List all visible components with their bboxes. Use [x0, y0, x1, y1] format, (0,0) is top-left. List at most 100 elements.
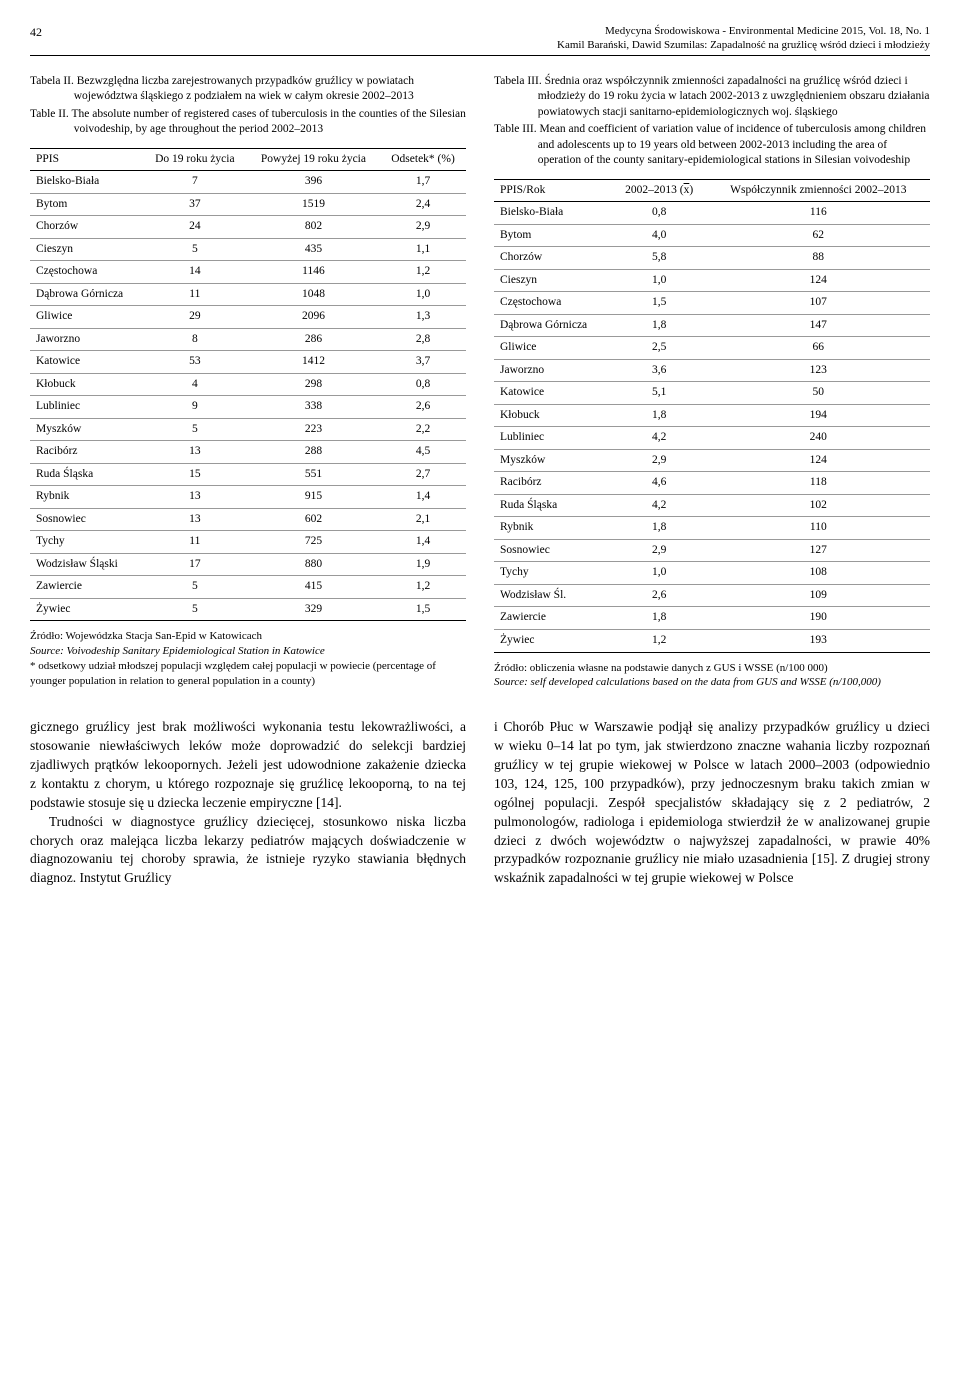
table-cell: 116 [707, 202, 930, 225]
table-cell: 1,8 [612, 314, 707, 337]
table-cell: 880 [247, 553, 380, 576]
table-cell: Gliwice [494, 337, 612, 360]
table-cell: Zawiercie [494, 607, 612, 630]
table-cell: 1048 [247, 283, 380, 306]
table-cell: Lubliniec [30, 396, 143, 419]
table-row: Racibórz4,6118 [494, 472, 930, 495]
table-cell: 2,9 [612, 539, 707, 562]
table-cell: 4,2 [612, 427, 707, 450]
table-row: Częstochowa1411461,2 [30, 261, 466, 284]
table-row: Jaworzno3,6123 [494, 359, 930, 382]
table-cell: 13 [143, 441, 247, 464]
table2-footnote: * odsetkowy udział młodszej populacji wz… [30, 659, 466, 689]
table-cell: 0,8 [380, 373, 466, 396]
table-cell: 4,2 [612, 494, 707, 517]
table-cell: 37 [143, 193, 247, 216]
table-cell: 8 [143, 328, 247, 351]
table2-source-en: Source: Voivodeship Sanitary Epidemiolog… [30, 644, 466, 659]
table-cell: 4,6 [612, 472, 707, 495]
table-row: Rybnik1,8110 [494, 517, 930, 540]
table-cell: 5 [143, 418, 247, 441]
table-cell: Dąbrowa Górnicza [30, 283, 143, 306]
table-row: Zawiercie1,8190 [494, 607, 930, 630]
table-cell: 118 [707, 472, 930, 495]
table-cell: Wodzisław Śl. [494, 584, 612, 607]
table-row: Myszków2,9124 [494, 449, 930, 472]
table-cell: 602 [247, 508, 380, 531]
table-cell: 1,7 [380, 171, 466, 194]
table-cell: Bielsko-Biała [30, 171, 143, 194]
table-cell: Tychy [30, 531, 143, 554]
body-right: i Chorób Płuc w Warszawie podjął się ana… [494, 718, 930, 888]
table-cell: 1,9 [380, 553, 466, 576]
table-cell: 288 [247, 441, 380, 464]
right-column: Tabela III. Średnia oraz współczynnik zm… [494, 74, 930, 691]
body-left-p1: gicznego gruźlicy jest brak możliwości w… [30, 718, 466, 812]
table-row: Wodzisław Śl.2,6109 [494, 584, 930, 607]
table-cell: Częstochowa [494, 292, 612, 315]
table-cell: Racibórz [494, 472, 612, 495]
table-cell: 1,5 [380, 598, 466, 621]
table-row: Katowice5314123,7 [30, 351, 466, 374]
table-cell: Cieszyn [30, 238, 143, 261]
table-cell: Wodzisław Śląski [30, 553, 143, 576]
table-row: Bytom4,062 [494, 224, 930, 247]
table-cell: 329 [247, 598, 380, 621]
table-cell: Rybnik [494, 517, 612, 540]
table-cell: Zawiercie [30, 576, 143, 599]
table-cell: Bytom [30, 193, 143, 216]
table-cell: Sosnowiec [494, 539, 612, 562]
table-cell: 223 [247, 418, 380, 441]
table-cell: 123 [707, 359, 930, 382]
table-cell: Myszków [494, 449, 612, 472]
table-cell: 107 [707, 292, 930, 315]
table-cell: 124 [707, 449, 930, 472]
body-left: gicznego gruźlicy jest brak możliwości w… [30, 718, 466, 888]
table3-label-en: Table III. [494, 123, 537, 135]
body-left-p2: Trudności w diagnostyce gruźlicy dziecię… [30, 813, 466, 889]
table-cell: Katowice [494, 382, 612, 405]
table-cell: Lubliniec [494, 427, 612, 450]
table-cell: Żywiec [494, 630, 612, 653]
table-row: Częstochowa1,5107 [494, 292, 930, 315]
table-cell: 2,4 [380, 193, 466, 216]
table-cell: 5 [143, 238, 247, 261]
table2-col-3: Odsetek* (%) [380, 148, 466, 171]
authors-line: Kamil Barański, Dawid Szumilas: Zapadaln… [557, 38, 930, 52]
table-cell: Jaworzno [494, 359, 612, 382]
table-row: Ruda Śląska4,2102 [494, 494, 930, 517]
table-row: Żywiec1,2193 [494, 630, 930, 653]
table-cell: Chorzów [30, 216, 143, 239]
table-row: Zawiercie54151,2 [30, 576, 466, 599]
table-cell: 1,0 [380, 283, 466, 306]
table-cell: 5 [143, 576, 247, 599]
table-row: Dąbrowa Górnicza1110481,0 [30, 283, 466, 306]
table-cell: 551 [247, 463, 380, 486]
table-cell: 13 [143, 508, 247, 531]
table2: PPIS Do 19 roku życia Powyżej 19 roku ży… [30, 148, 466, 622]
table-cell: Żywiec [30, 598, 143, 621]
table-cell: 5 [143, 598, 247, 621]
table-cell: 110 [707, 517, 930, 540]
table-cell: 108 [707, 562, 930, 585]
table-cell: 1,4 [380, 531, 466, 554]
table-cell: 415 [247, 576, 380, 599]
table-cell: Racibórz [30, 441, 143, 464]
table2-caption-pl: Bezwzględna liczba zarejestrowanych przy… [74, 75, 414, 103]
table-cell: 62 [707, 224, 930, 247]
table-cell: 1146 [247, 261, 380, 284]
table2-label-en: Table II. [30, 108, 69, 120]
table-row: Katowice5,150 [494, 382, 930, 405]
table-cell: Kłobuck [494, 404, 612, 427]
table-cell: 9 [143, 396, 247, 419]
table3: PPIS/Rok 2002–2013 (x) Współczynnik zmie… [494, 179, 930, 653]
table-row: Gliwice2,566 [494, 337, 930, 360]
table-cell: 2,9 [612, 449, 707, 472]
table3-label-pl: Tabela III. [494, 75, 542, 87]
table-cell: 15 [143, 463, 247, 486]
table-cell: 7 [143, 171, 247, 194]
table-cell: 1,2 [380, 576, 466, 599]
table-cell: Rybnik [30, 486, 143, 509]
left-column: Tabela II. Bezwzględna liczba zarejestro… [30, 74, 466, 691]
table-row: Ruda Śląska155512,7 [30, 463, 466, 486]
